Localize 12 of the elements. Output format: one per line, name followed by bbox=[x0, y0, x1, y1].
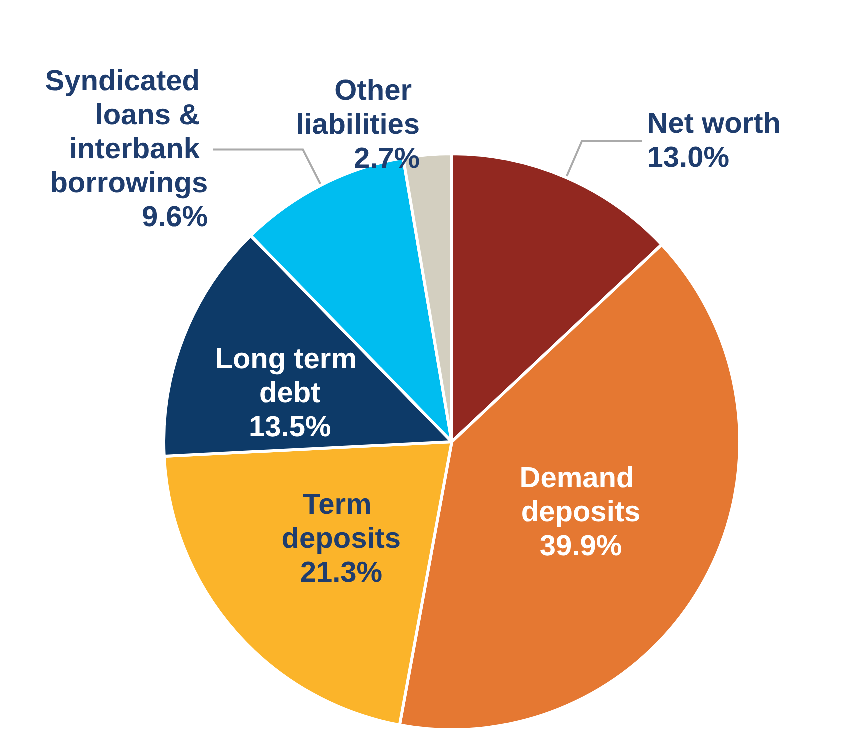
slice-label: Term deposits bbox=[282, 488, 402, 555]
data-label: 2.7% bbox=[354, 143, 420, 176]
data-label: 39.9% bbox=[540, 530, 622, 562]
data-label: 13.0% bbox=[647, 142, 730, 174]
slice-label: Syndicated loans & interbank borrowings bbox=[45, 66, 208, 200]
slice-label: Other liabilities bbox=[296, 75, 420, 142]
data-label: 9.6% bbox=[142, 202, 208, 234]
data-label: 13.5% bbox=[249, 411, 332, 444]
slice-label: Net worth bbox=[647, 108, 781, 140]
slice-label: Long term debt bbox=[215, 343, 366, 410]
slice-label: Demand deposits bbox=[520, 462, 642, 528]
data-label: 21.3% bbox=[300, 556, 383, 589]
